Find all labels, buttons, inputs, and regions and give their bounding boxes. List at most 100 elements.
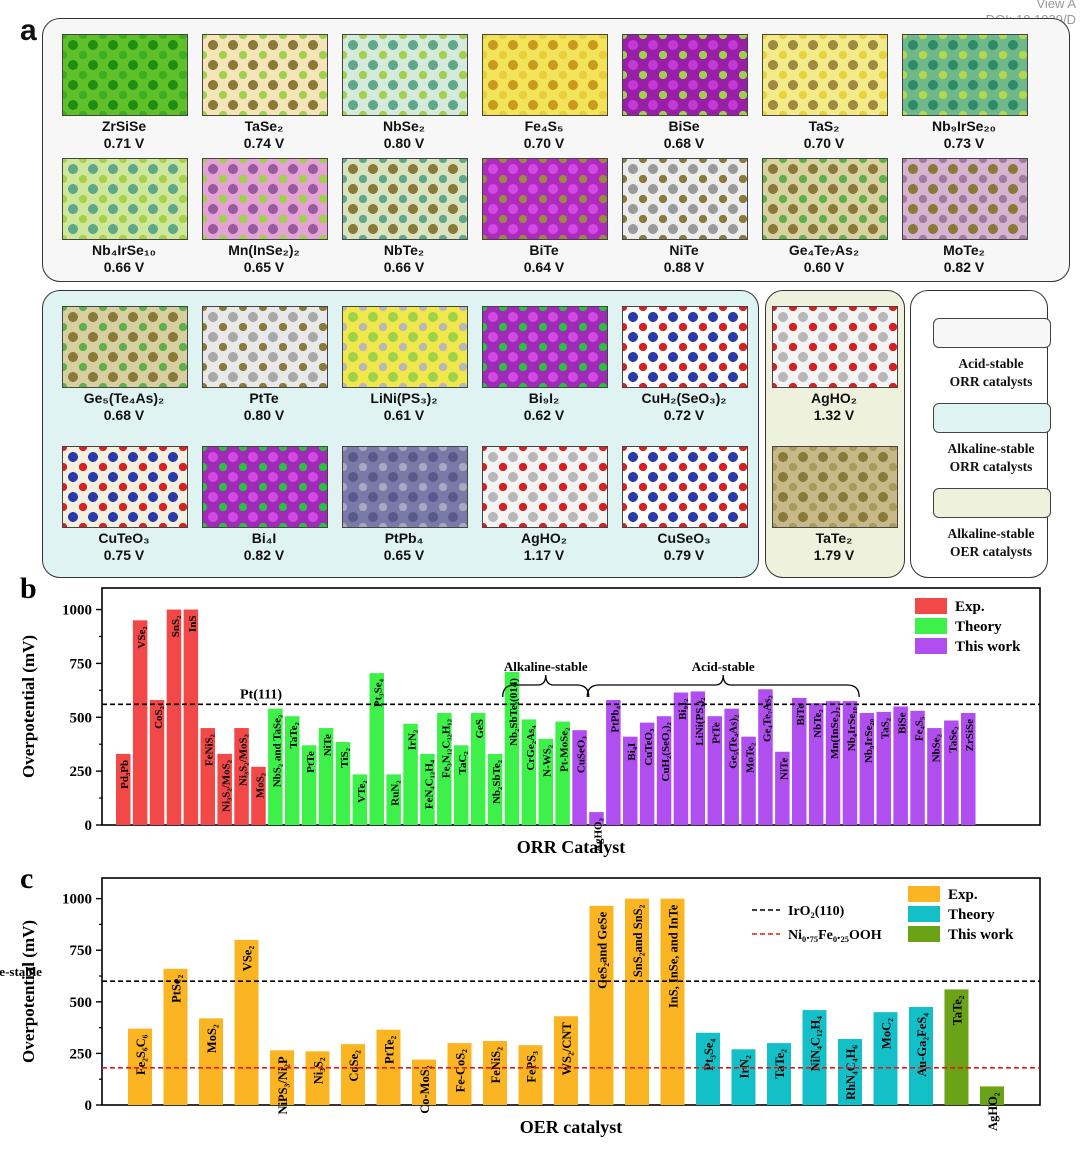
y-tick-label: 250 [70, 764, 93, 780]
legend-swatch-theory [915, 618, 947, 634]
bar-label: VSe₂ [241, 946, 255, 972]
material-name: Nb₉IrSe₂₀ [932, 118, 996, 134]
bar-vte2 [352, 774, 368, 825]
bracket-label: Alkaline-stable [504, 659, 588, 674]
structure-label: PtTe 0.80 V [194, 390, 334, 424]
structure-label: Ge₄Te₇As₂ 0.60 V [754, 242, 894, 276]
bar-label: FeNiS₂ [204, 733, 216, 766]
bar-label: Mn(InSe₂)₂ [829, 706, 841, 759]
bar-tate2 [285, 716, 300, 825]
bar-lini-ps3-2 [690, 691, 706, 825]
material-name: Fe₄S₅ [524, 118, 564, 134]
legend-swatch [933, 403, 1051, 433]
material-name: TaS₂ [808, 118, 840, 134]
material-name: Mn(InSe₂)₂ [228, 242, 300, 258]
structure-image-cuh2-seo3-2 [622, 306, 748, 388]
bar-ptpb4 [606, 700, 621, 825]
structure-image-nb4irse10 [62, 158, 188, 240]
bar-n-ws2 [538, 738, 553, 825]
bar-tate2 [767, 1043, 791, 1105]
orr-overpotential-chart: b 0 250 500 750 1000 Overpotential (mV) ORR Cat… [19, 572, 1041, 857]
bar-cos2 [149, 700, 165, 825]
structure-label: CuSeO₃ 0.79 V [614, 530, 754, 564]
material-name: Ge₄Te₇As₂ [788, 242, 860, 258]
y-tick-label: 0 [85, 1098, 93, 1114]
legend-label: Alkaline-stable ORR catalysts [916, 440, 1066, 476]
y-tick-label: 750 [70, 656, 93, 672]
bar-nbte2 [808, 703, 824, 825]
legend-label-line: Alkaline-stable [947, 526, 1035, 541]
structure-image-zrsise [62, 34, 188, 116]
bar-label: Fe₃N₁₂C₃₂H₁₂ [440, 718, 452, 778]
structure-image-ptpb4 [342, 446, 468, 528]
bar-fen4c12h4 [420, 753, 435, 825]
bar-fenis2 [200, 728, 215, 825]
legend-swatch-this-work [908, 926, 940, 942]
material-name: CuSeO₃ [657, 530, 711, 546]
structure-image-nbte2 [342, 158, 468, 240]
structure-image-fe4s5 [482, 34, 608, 116]
bar-label: NbSe₂ [930, 733, 942, 762]
structure-label: Ge₅(Te₄As)₂ 0.68 V [54, 390, 194, 424]
bar-label: IrN₂ [738, 1055, 752, 1078]
legend-label: Acid-stable ORR catalysts [916, 355, 1066, 391]
bar-label: MoS₂ [254, 772, 266, 798]
bar-label: SnS₂and SnS₂ [631, 904, 645, 977]
bar-label: Ni₃S₂/MoS₂ [238, 733, 250, 786]
y-tick-label: 250 [70, 1046, 93, 1062]
bar-label: CoSe₂ [347, 1050, 361, 1082]
bar-label: CrGe₂As₄ [525, 725, 537, 771]
bar-label: Fe₂S₆C₆ [134, 1034, 148, 1075]
bar-ni3s2-mos2 [234, 728, 249, 825]
structure-label: Nb₉IrSe₂₀ 0.73 V [894, 118, 1034, 152]
bar-label: PtTe [711, 722, 723, 744]
bar-nb2sbte2-014 [504, 672, 520, 825]
limiting-potential-value: 0.82 V [243, 547, 285, 563]
structure-image-nbse2 [342, 34, 468, 116]
material-name: NbTe₂ [383, 242, 425, 258]
bar-label: RhN₄C₄H₆ [844, 1045, 858, 1100]
bar-moc2 [873, 1012, 898, 1105]
bar-tac2 [454, 745, 469, 825]
legend-swatch-exp [908, 886, 940, 902]
structure-label: NiTe 0.88 V [614, 242, 754, 276]
bar-label: Ni₃S₂/MoS₂ [221, 759, 233, 812]
bar-label: CuSeO₃ [576, 736, 588, 774]
bar-nbs2-and-tase2 [268, 708, 283, 825]
bracket-label: Acid-stable [692, 659, 755, 674]
material-name: TaSe₂ [244, 118, 284, 134]
y-tick-label: 0 [85, 818, 93, 834]
structure-label: NbSe₂ 0.80 V [334, 118, 474, 152]
y-tick-label: 750 [70, 943, 93, 959]
bar-fe3n12c32h12 [437, 712, 452, 825]
bar-bi4i [623, 736, 638, 825]
bar-ges [470, 712, 486, 825]
structure-image-ge5-te4as-2 [62, 306, 188, 388]
bar-label: Bi₄I [626, 743, 638, 761]
reference-line-label: Pt(111) [240, 687, 282, 702]
structure-image-tate2 [772, 446, 898, 528]
reference-legend-label: IrO₂(110) [788, 904, 845, 919]
bar-agho2 [980, 1086, 1004, 1105]
material-name: NbSe₂ [382, 118, 425, 134]
bar-bise [893, 706, 908, 825]
structure-image-cuseo3 [622, 446, 748, 528]
bar-label: CuTeO₃ [643, 728, 655, 766]
bar-tis2 [335, 742, 351, 825]
bar-nb2sbte2 [487, 753, 503, 825]
structure-image-ptte [202, 306, 328, 388]
bar-ge4te7as2 [758, 689, 773, 825]
limiting-potential-value: 0.65 V [243, 259, 285, 275]
structure-label: Nb₄IrSe₁₀ 0.66 V [54, 242, 194, 276]
bar-label: NiN₄C₁₂H₄ [809, 1016, 823, 1072]
bar-label: Nb₉IrSe₂₀ [863, 718, 875, 763]
limiting-potential-value: 0.80 V [243, 407, 285, 423]
panel-a-letter: a [20, 14, 37, 47]
legend-swatch-this-work [915, 638, 947, 654]
legend-label-line: Alkaline-stable [947, 441, 1035, 456]
bar-tas2 [876, 711, 891, 825]
limiting-potential-value: 0.70 V [803, 135, 845, 151]
bar-label: MoC₂ [880, 1018, 894, 1049]
view-article-text[interactable]: View A [1036, 0, 1076, 11]
legend-label-line: OER catalysts [949, 544, 1033, 559]
